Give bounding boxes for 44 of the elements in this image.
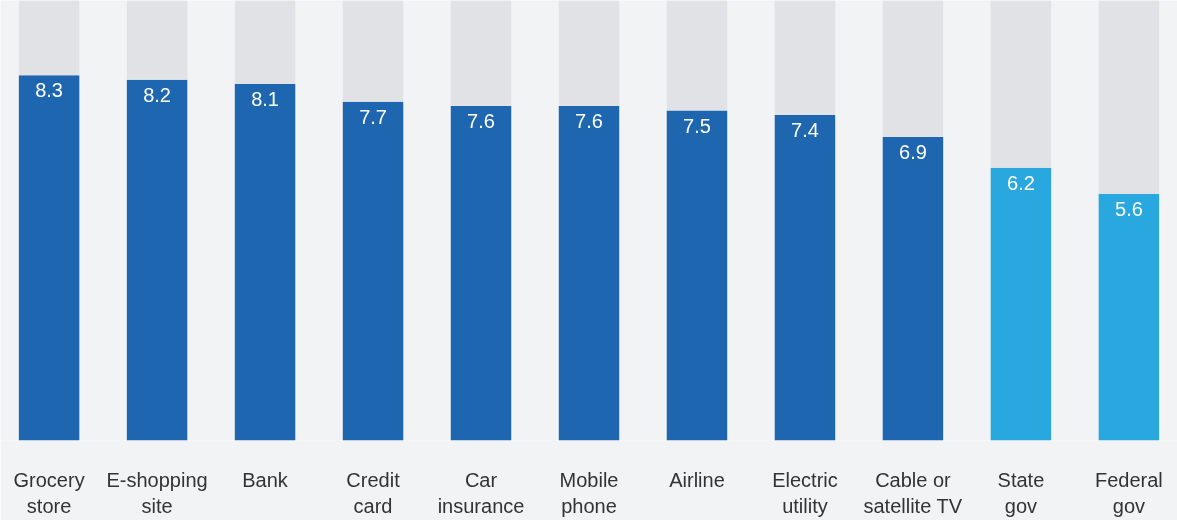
bar [234, 84, 296, 441]
data-label: 5.6 [1115, 198, 1143, 221]
bar [666, 0, 728, 111]
bar [126, 0, 188, 80]
bar [558, 106, 620, 441]
data-label: 7.5 [683, 114, 711, 137]
data-label: 6.2 [1007, 171, 1035, 194]
bar [666, 110, 728, 441]
bar [126, 79, 188, 441]
bar [342, 101, 404, 441]
data-label: 7.6 [575, 110, 603, 133]
bar [450, 0, 512, 107]
bar [234, 0, 296, 85]
x-tick-label: Credit card [346, 468, 401, 517]
x-tick-label: Car insurance [437, 468, 525, 517]
x-tick-label: Bank [242, 468, 289, 491]
data-label: 7.6 [467, 110, 495, 133]
x-tick-label: State gov [997, 468, 1045, 517]
data-label: 7.4 [791, 118, 819, 141]
x-tick-label: Electric utility [772, 468, 838, 517]
x-tick-label: Airline [669, 468, 725, 491]
bar [774, 0, 836, 115]
bar [1098, 194, 1160, 441]
data-label: 8.3 [35, 79, 63, 102]
data-label: 8.1 [251, 88, 279, 111]
bar [18, 0, 80, 76]
data-label: 8.2 [143, 83, 171, 106]
bar [450, 106, 512, 441]
bar [882, 0, 944, 137]
bar [1098, 0, 1160, 195]
bar [990, 167, 1052, 441]
x-tick-label: Mobile phone [559, 468, 619, 517]
bar [774, 114, 836, 441]
x-tick-label: Federal gov [1095, 468, 1163, 517]
x-tick-label: E-shopping site [106, 468, 208, 517]
x-tick-label: Cable or satellite TV [863, 468, 963, 517]
bar [882, 136, 944, 441]
bar [558, 0, 620, 107]
x-tick-label: Grocery store [13, 468, 85, 517]
data-label: 6.9 [899, 140, 927, 163]
bar [342, 0, 404, 102]
bar [990, 0, 1052, 168]
bar [18, 75, 80, 441]
data-label: 7.7 [359, 105, 387, 128]
